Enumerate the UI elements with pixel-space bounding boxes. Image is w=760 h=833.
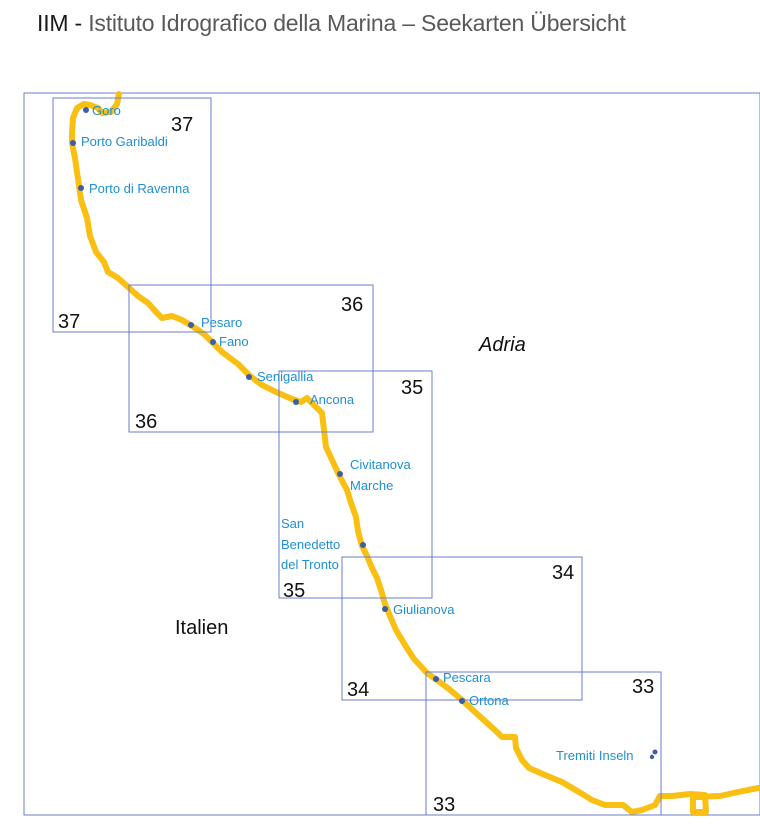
chart-number-36-top: 36 — [341, 294, 363, 316]
port-marker[interactable] — [459, 698, 465, 704]
port-marker[interactable] — [433, 676, 439, 682]
port-label-san-benedetto-line3: del Tronto — [281, 557, 339, 572]
map-outer-frame — [23, 92, 760, 816]
chart-frame-37[interactable] — [52, 97, 212, 333]
port-label-civitanova-line2: Marche — [350, 478, 393, 493]
port-label-goro: Goro — [92, 103, 121, 118]
port-label-pescara: Pescara — [443, 670, 491, 685]
port-marker[interactable] — [382, 606, 388, 612]
port-marker[interactable] — [293, 399, 299, 405]
port-marker[interactable] — [70, 140, 76, 146]
chart-number-35-bottom: 35 — [283, 580, 305, 602]
chart-number-35-top: 35 — [401, 377, 423, 399]
port-label-pesaro: Pesaro — [201, 315, 242, 330]
port-label-porto-di-ravenna: Porto di Ravenna — [89, 181, 190, 196]
title-brand: IIM - — [37, 10, 82, 36]
coastline — [69, 91, 760, 815]
island-marker[interactable] — [649, 749, 658, 760]
port-marker[interactable] — [360, 542, 366, 548]
chart-frame-35[interactable] — [278, 370, 433, 599]
chart-number-37-top: 37 — [171, 114, 193, 136]
port-label-ancona: Ancona — [310, 392, 355, 407]
port-label-porto-garibaldi: Porto Garibaldi — [81, 134, 168, 149]
chart-number-37-bottom: 37 — [58, 311, 80, 333]
chart-number-34-top: 34 — [552, 562, 574, 584]
ports: Goro Porto Garibaldi Porto di Ravenna Pe… — [70, 103, 658, 763]
port-label-giulianova: Giulianova — [393, 602, 455, 617]
port-marker[interactable] — [83, 107, 89, 113]
port-marker[interactable] — [337, 471, 343, 477]
port-marker[interactable] — [210, 339, 216, 345]
chart-frame-33[interactable] — [425, 671, 662, 816]
port-label-ortona: Ortona — [469, 693, 510, 708]
port-label-civitanova-line1: Civitanova — [350, 457, 411, 472]
land-label: Italien — [175, 617, 228, 639]
sea-label: Adria — [478, 334, 526, 356]
port-label-tremiti-inseln: Tremiti Inseln — [556, 748, 634, 763]
page-title: IIM - Istituto Idrografico della Marina … — [37, 10, 626, 37]
chart-number-36-bottom: 36 — [135, 411, 157, 433]
chart-frame-36[interactable] — [128, 284, 374, 433]
port-marker[interactable] — [246, 374, 252, 380]
chart-number-34-bottom: 34 — [347, 679, 369, 701]
port-label-san-benedetto-line2: Benedetto — [281, 537, 340, 552]
chart-number-33-top: 33 — [632, 676, 654, 698]
port-label-senigallia: Senigallia — [257, 369, 314, 384]
title-subtitle: Istituto Idrografico della Marina – Seek… — [88, 10, 626, 36]
port-label-san-benedetto-line1: San — [281, 516, 304, 531]
port-marker[interactable] — [78, 185, 84, 191]
chart-number-33-bottom: 33 — [433, 794, 455, 816]
port-label-fano: Fano — [219, 334, 249, 349]
port-marker[interactable] — [188, 322, 194, 328]
